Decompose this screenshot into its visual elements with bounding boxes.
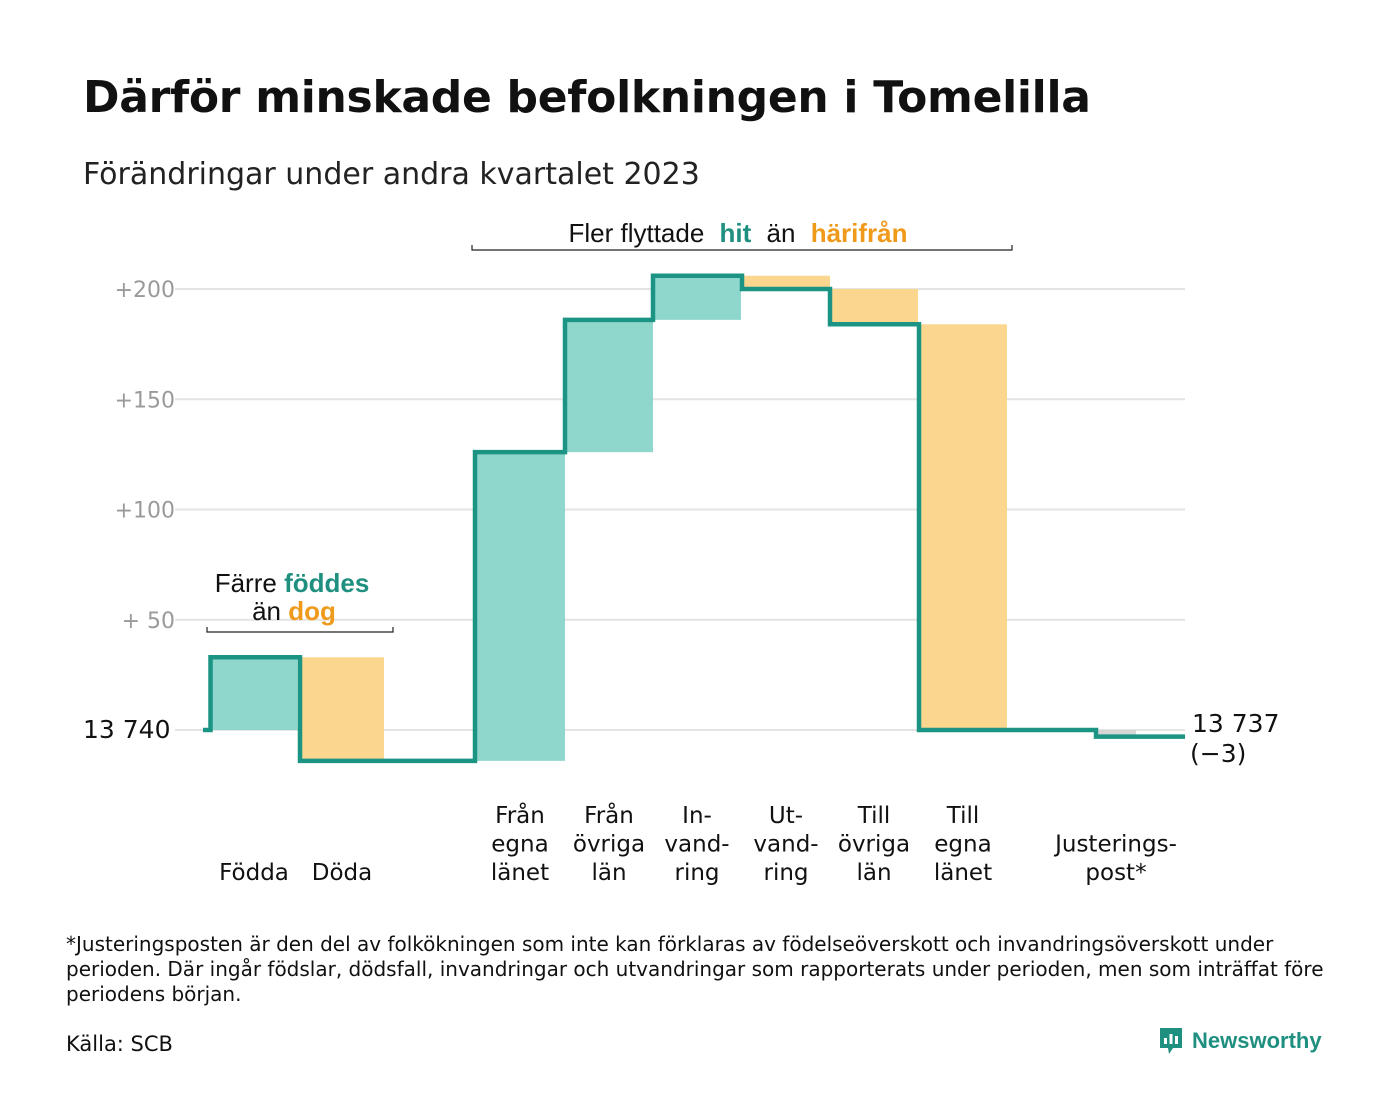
x-tick-label: Födda	[219, 860, 289, 886]
x-tick-label: vand-	[753, 832, 818, 858]
birth-annotation: Färre föddes än dog	[206, 568, 394, 633]
waterfall-chart: +200+150+100+ 50 Födda DödaFrånegnalänetF…	[83, 218, 1279, 886]
end-value-label: 13 737	[1192, 709, 1279, 738]
running-total-line	[203, 273, 1185, 764]
source-label: Källa: SCB	[66, 1032, 173, 1056]
x-tick-label: Från	[584, 801, 634, 829]
birth-annotation-highlight-born: föddes	[284, 568, 369, 598]
chart-title: Därför minskade befolkningen i Tomelilla	[83, 72, 1091, 123]
bar-2	[300, 657, 384, 761]
start-value-label: 13 740	[83, 715, 170, 744]
y-tick-label: +100	[115, 499, 175, 524]
chart-subtitle: Förändringar under andra kvartalet 2023	[83, 157, 700, 192]
bar-9	[1096, 730, 1136, 737]
x-tick-label: vand-	[664, 832, 729, 858]
y-tick-label: + 50	[122, 609, 175, 634]
bar-1	[210, 657, 298, 730]
x-tick-label: post*	[1085, 860, 1146, 886]
birth-annotation-highlight-died: dog	[288, 596, 336, 626]
x-tick-label: övriga	[573, 832, 645, 858]
moves-annotation-text: Fler flyttade	[568, 218, 704, 248]
x-tick-label: länet	[934, 860, 992, 886]
x-tick-label: Till	[946, 803, 980, 829]
y-tick-label: +150	[115, 388, 175, 413]
x-tick-label: In-	[682, 803, 712, 829]
bar-6	[742, 275, 830, 289]
x-tick-label: Döda	[312, 860, 372, 886]
x-tick-label: Justerings-	[1053, 832, 1177, 858]
x-tick-label: län	[591, 860, 626, 886]
bar-5	[653, 275, 741, 320]
x-tick-label: ring	[674, 860, 719, 886]
moves-annotation-highlight-here: hit	[720, 218, 752, 248]
x-tick-label: Till	[857, 803, 891, 829]
birth-annotation-text-2: än	[252, 596, 281, 626]
end-change-label: (−3)	[1190, 739, 1246, 768]
bar-8	[919, 324, 1007, 730]
x-tick-label: egna	[491, 832, 548, 858]
moves-annotation: Fler flyttade hit än härifrån	[471, 218, 1013, 251]
brand-logo[interactable]: Newsworthy	[1158, 1026, 1322, 1056]
x-tick-label: ring	[763, 860, 808, 886]
x-axis-labels: Födda DödaFrånegnalänetFrånövrigalänIn-va…	[219, 801, 1177, 886]
y-tick-label: +200	[115, 278, 175, 303]
footnote: *Justeringsposten är den del av folkökni…	[66, 932, 1324, 1006]
moves-annotation-text-mid: än	[767, 218, 796, 248]
bar-7	[830, 289, 918, 325]
x-tick-label: län	[856, 860, 891, 886]
moves-annotation-highlight-away: härifrån	[811, 218, 908, 248]
x-tick-label: länet	[491, 860, 549, 886]
svg-text:Färre föddes: Färre föddes	[215, 568, 370, 598]
y-axis-ticks: +200 +150 +100 + 50	[115, 278, 175, 634]
svg-text:än dog: än dog	[252, 596, 336, 626]
brand-name: Newsworthy	[1192, 1028, 1322, 1053]
moves-annotation-bracket	[471, 245, 1013, 251]
running-total-step-line	[203, 273, 1185, 764]
x-tick-label: övriga	[838, 832, 910, 858]
birth-annotation-bracket	[206, 627, 394, 633]
birth-annotation-text: Färre	[215, 568, 277, 598]
svg-text:Fler flyttade hit: Fler flyttade hit än härifrån	[568, 218, 907, 248]
bar-3	[475, 452, 565, 761]
bars	[210, 275, 1136, 761]
x-tick-label: Från	[495, 801, 545, 829]
x-tick-label: Ut-	[769, 803, 803, 829]
x-tick-label: egna	[934, 832, 991, 858]
bar-4	[565, 319, 653, 453]
newsworthy-logo-icon	[1160, 1028, 1182, 1054]
